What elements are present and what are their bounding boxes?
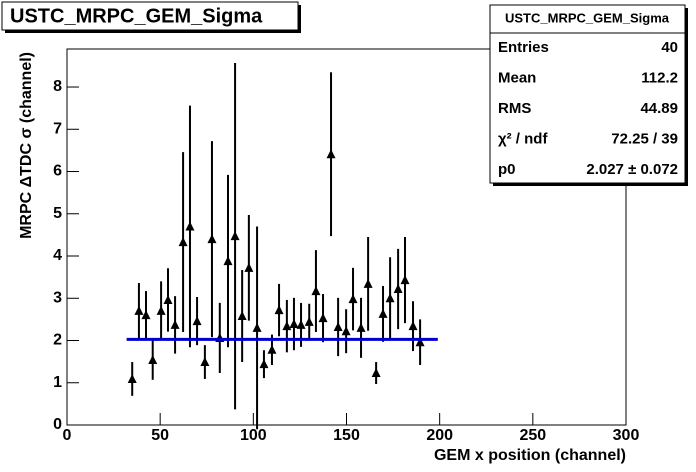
x-axis-label: GEM x position (channel): [434, 447, 626, 464]
marker: [200, 357, 210, 367]
marker: [223, 256, 233, 266]
y-tick-label: 8: [53, 78, 62, 95]
marker: [326, 149, 336, 159]
stats-value: 72.25 / 39: [611, 130, 678, 147]
marker: [356, 322, 366, 332]
marker: [244, 262, 254, 272]
y-tick-label: 4: [53, 247, 62, 264]
marker: [156, 305, 166, 315]
marker: [311, 286, 321, 296]
marker: [178, 237, 188, 247]
marker: [371, 368, 381, 378]
marker: [333, 321, 343, 331]
marker: [385, 293, 395, 303]
marker: [237, 311, 247, 321]
marker: [192, 316, 202, 326]
x-tick-label: 0: [63, 427, 72, 444]
chart-title: USTC_MRPC_GEM_Sigma: [10, 5, 263, 27]
marker: [127, 373, 137, 383]
marker: [185, 221, 195, 231]
marker: [348, 294, 358, 304]
marker: [252, 322, 262, 332]
stats-value: 2.027 ± 0.072: [586, 161, 678, 178]
stats-label: Mean: [498, 69, 536, 86]
marker: [296, 319, 306, 329]
y-tick-label: 3: [53, 289, 62, 306]
marker: [259, 359, 269, 369]
x-tick-label: 100: [240, 427, 267, 444]
stats-label: Entries: [498, 39, 549, 56]
marker: [378, 308, 388, 318]
marker: [148, 354, 158, 364]
marker: [408, 321, 418, 331]
stats-label: χ² / ndf: [498, 130, 548, 147]
x-tick-label: 200: [426, 427, 453, 444]
marker: [400, 275, 410, 285]
marker: [363, 278, 373, 288]
marker: [289, 319, 299, 329]
marker: [341, 326, 351, 336]
marker: [318, 313, 328, 323]
marker: [134, 305, 144, 315]
marker: [393, 283, 403, 293]
y-axis-label: MRPC ΔTDC σ (channel): [18, 52, 35, 239]
y-tick-label: 6: [53, 163, 62, 180]
marker: [267, 344, 277, 354]
y-tick-label: 2: [53, 332, 62, 349]
stats-value: 40: [661, 39, 678, 56]
stats-label: p0: [498, 161, 516, 178]
marker: [230, 231, 240, 241]
marker: [141, 310, 151, 320]
y-tick-label: 5: [53, 205, 62, 222]
x-tick-label: 300: [613, 427, 640, 444]
stats-box: USTC_MRPC_GEM_Sigma: [489, 4, 688, 186]
marker: [163, 294, 173, 304]
marker: [207, 234, 217, 244]
marker: [170, 319, 180, 329]
y-tick-label: 7: [53, 120, 62, 137]
marker: [274, 305, 284, 315]
stats-title: USTC_MRPC_GEM_Sigma: [505, 10, 670, 25]
marker: [304, 316, 314, 326]
y-tick-label: 0: [53, 416, 62, 433]
x-tick-label: 150: [333, 427, 360, 444]
marker: [415, 337, 425, 347]
stats-label: RMS: [498, 100, 531, 117]
marker: [282, 321, 292, 331]
title-box: [1, 1, 299, 31]
x-tick-label: 50: [151, 427, 169, 444]
stats-value: 112.2: [641, 69, 678, 86]
stats-value: 44.89: [640, 100, 678, 117]
x-tick-label: 250: [519, 427, 546, 444]
stats-frame: [489, 4, 686, 184]
y-tick-label: 1: [53, 374, 62, 391]
